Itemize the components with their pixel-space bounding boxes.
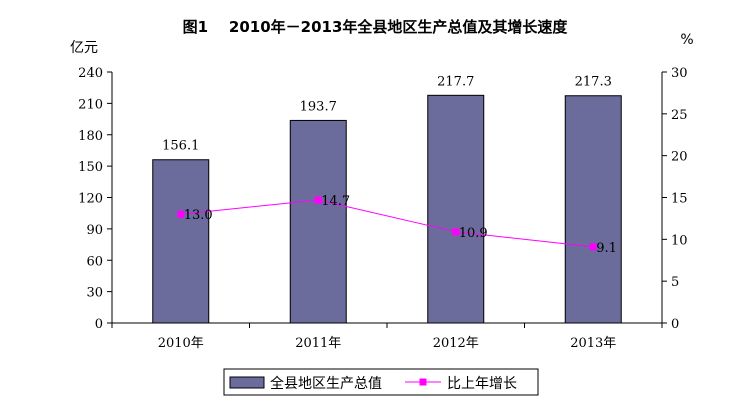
line-point-marker	[177, 210, 185, 218]
left-axis-tick-label: 120	[78, 192, 103, 207]
left-axis-tick-label: 180	[78, 129, 103, 144]
legend: 全县地区生产总值 比上年增长	[223, 368, 539, 396]
right-axis-unit: %	[680, 32, 693, 48]
bar-data-label: 217.3	[575, 75, 612, 90]
left-axis-tick-label: 0	[95, 317, 103, 332]
right-axis-tick-label: 0	[671, 317, 679, 332]
right-axis-tick-label: 10	[671, 233, 688, 248]
x-axis-tick-label: 2013年	[570, 336, 616, 351]
left-axis-unit: 亿元	[70, 40, 98, 56]
bar	[427, 94, 485, 324]
bar	[289, 119, 347, 324]
x-axis-tick-label: 2012年	[433, 336, 479, 351]
chart-title: 图1 2010年－2013年全县地区生产总值及其增长速度	[183, 18, 569, 36]
legend-line-marker	[419, 378, 427, 386]
left-axis-tick-label: 90	[86, 223, 103, 238]
bar-data-label: 193.7	[300, 99, 337, 114]
line-data-label: 14.7	[321, 194, 350, 209]
x-axis-tick-label: 2010年	[158, 336, 204, 351]
left-axis-tick-label: 240	[78, 66, 103, 81]
line-data-label: 9.1	[596, 241, 617, 256]
left-axis-tick-label: 150	[78, 160, 103, 175]
legend-bar-label: 全县地区生产总值	[270, 375, 382, 392]
left-axis-tick-label: 30	[86, 286, 103, 301]
x-axis-tick-label: 2011年	[295, 336, 341, 351]
legend-box	[223, 368, 539, 396]
bar-data-label: 156.1	[162, 139, 199, 154]
right-axis-tick-label: 25	[671, 108, 688, 123]
left-axis-tick-label: 60	[86, 254, 103, 269]
line-point-marker	[589, 243, 597, 251]
line-point-marker	[452, 228, 460, 236]
right-axis-tick-label: 30	[671, 66, 688, 81]
line-data-label: 13.0	[184, 208, 213, 223]
bar	[152, 159, 210, 324]
bar-data-label: 217.7	[437, 74, 474, 89]
growth-line	[180, 199, 594, 248]
right-axis-tick-label: 5	[671, 275, 679, 290]
left-axis-tick-label: 210	[78, 97, 103, 112]
legend-line-label: 比上年增长	[447, 376, 517, 392]
plot-area: 0 30 60 90 120 150 180 210 240 0 5 10 15 20 25 30 2010年 2…	[78, 66, 687, 351]
right-axis-tick-label: 15	[671, 192, 688, 207]
line-data-label: 10.9	[459, 226, 488, 241]
line-point-marker	[314, 196, 322, 204]
right-axis-tick-label: 20	[671, 150, 688, 165]
bar	[564, 95, 622, 324]
legend-bar-swatch	[229, 376, 265, 389]
